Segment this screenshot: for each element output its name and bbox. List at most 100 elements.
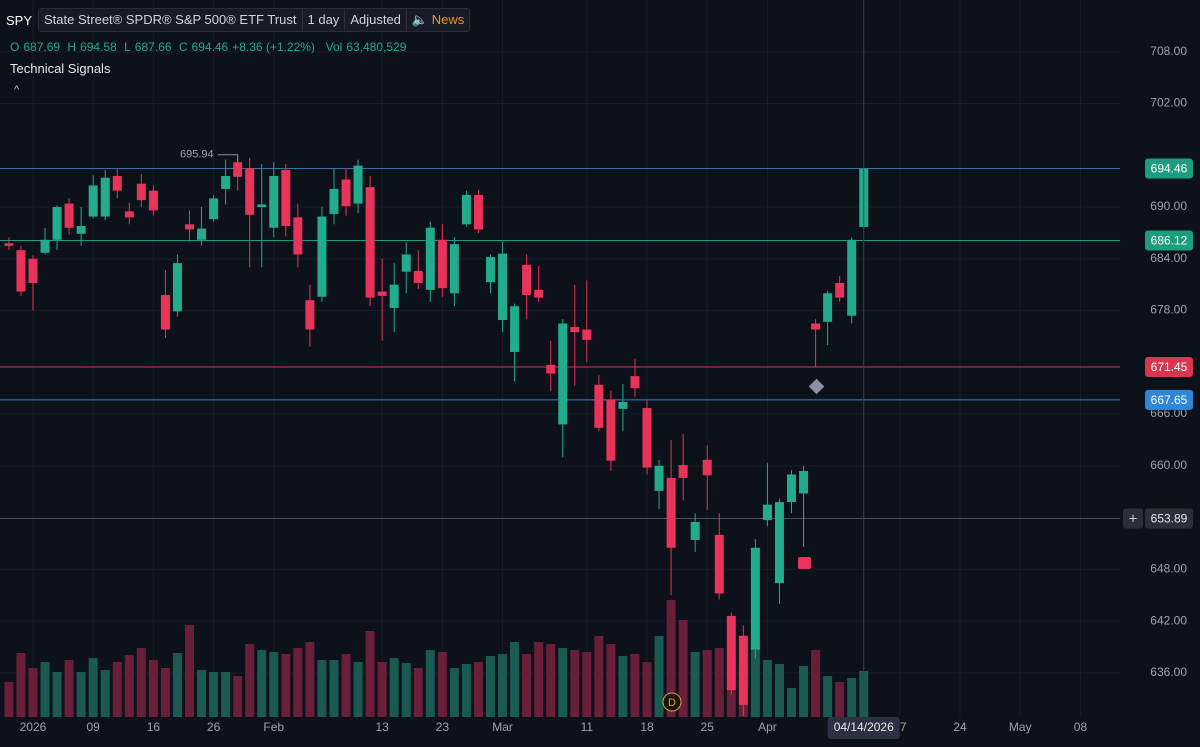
volume-bar [4,682,14,717]
volume-bar [461,664,471,717]
candle-body [4,243,14,246]
candle-body [546,364,556,374]
volume-bar [40,662,50,717]
volume-bar [787,688,796,717]
volume-bar [762,659,772,717]
candle-body [52,207,62,240]
candle-body [245,168,255,215]
candle-body [257,204,267,208]
ohlc-legend: O 687.69 H 694.58 L 687.66 C 694.46 +8.36 (+1… [10,40,410,54]
volume-bar [124,654,134,717]
volume-bar [341,654,351,717]
volume-bar [136,648,146,717]
candle-body [714,534,724,594]
plus-label: + [1129,511,1138,528]
volume-bar [799,665,809,717]
candle-body [148,190,158,211]
volume-bar [750,648,760,717]
high-leader [217,154,239,162]
candle-body [353,165,363,204]
volume-bar [847,678,857,717]
candle-body [642,408,652,468]
candle-body [197,228,207,240]
candle-body [702,459,712,476]
y-tick-label: 660.00 [1150,458,1187,472]
candle-body [209,198,219,220]
candle-body [88,185,98,217]
volume-bar [172,653,182,717]
price-label-bg [1145,230,1193,251]
x-tick-label: Feb [263,720,284,734]
volume-bar [714,648,724,717]
volume-bar [221,672,231,717]
candle-body [654,465,664,491]
x-tick-label: 23 [436,720,450,734]
volume-bar [582,652,592,717]
y-tick-label: 636.00 [1150,665,1187,679]
x-tick-label: Apr [758,720,777,734]
candle-body [811,323,821,330]
security-name[interactable]: State Street® SPDR® S&P 500® ETF Trust [44,12,297,27]
x-tick-label: 09 [87,720,101,734]
volume-bar [64,659,74,717]
candle-body [498,253,508,321]
symbol[interactable]: SPY [6,12,33,28]
y-tick-label: 684.00 [1150,251,1187,265]
candle-body [28,258,38,283]
volume-bar [835,682,845,717]
volume-bar [185,624,194,717]
candle-body [774,502,784,584]
volume-bar [678,619,688,717]
candle-body [461,194,471,225]
volume-bar [473,662,483,717]
candle-body [124,211,134,218]
dividend-label: D [668,697,676,709]
volume-bar [389,658,399,717]
candle-body [112,175,122,191]
volume-bar [160,668,170,717]
candle-body [233,162,243,177]
candle-body [341,179,351,207]
collapse[interactable]: ^ [14,84,20,96]
candle-body [401,254,411,272]
candle-body [666,477,676,548]
candle-body [847,239,857,316]
candle-body [329,188,339,214]
volume-bar [245,644,255,717]
volume-bar [305,642,315,717]
price-label: 694.46 [1151,162,1188,176]
axis-bg [0,717,1200,747]
c-key: C [178,40,188,54]
candle-body [413,270,423,283]
volume-bar [437,652,447,717]
candle-body [437,239,447,289]
volume-bar [269,652,279,717]
signal-marker [808,378,825,395]
volume-bar [209,672,219,717]
crosshair-date-bg [827,717,900,739]
x-tick-label: 24 [953,720,967,734]
volume-bar [690,652,700,717]
candle-body [377,291,387,296]
crosshair-price-bg [1145,508,1193,529]
x-tick-label: Mar [492,720,513,734]
volume-bar [293,648,303,717]
candle-body [281,169,291,227]
technical-signals[interactable]: Technical Signals [10,61,111,76]
candle-body [799,471,809,494]
crosshair-price: 653.89 [1151,512,1188,526]
candle-body [172,263,182,312]
interval[interactable]: 1 day [301,9,345,31]
volume-bar [365,630,375,717]
volume-bar [486,655,495,717]
volume-bar [546,644,556,717]
candle-body [823,293,833,322]
candle-body [750,547,760,650]
volume-bar [401,663,411,717]
adjustment[interactable]: Adjusted [344,9,406,31]
volume-bar [449,668,459,717]
volume-bar [425,649,435,717]
volume-bar [594,635,604,717]
news[interactable]: 🔈 News [405,9,469,31]
